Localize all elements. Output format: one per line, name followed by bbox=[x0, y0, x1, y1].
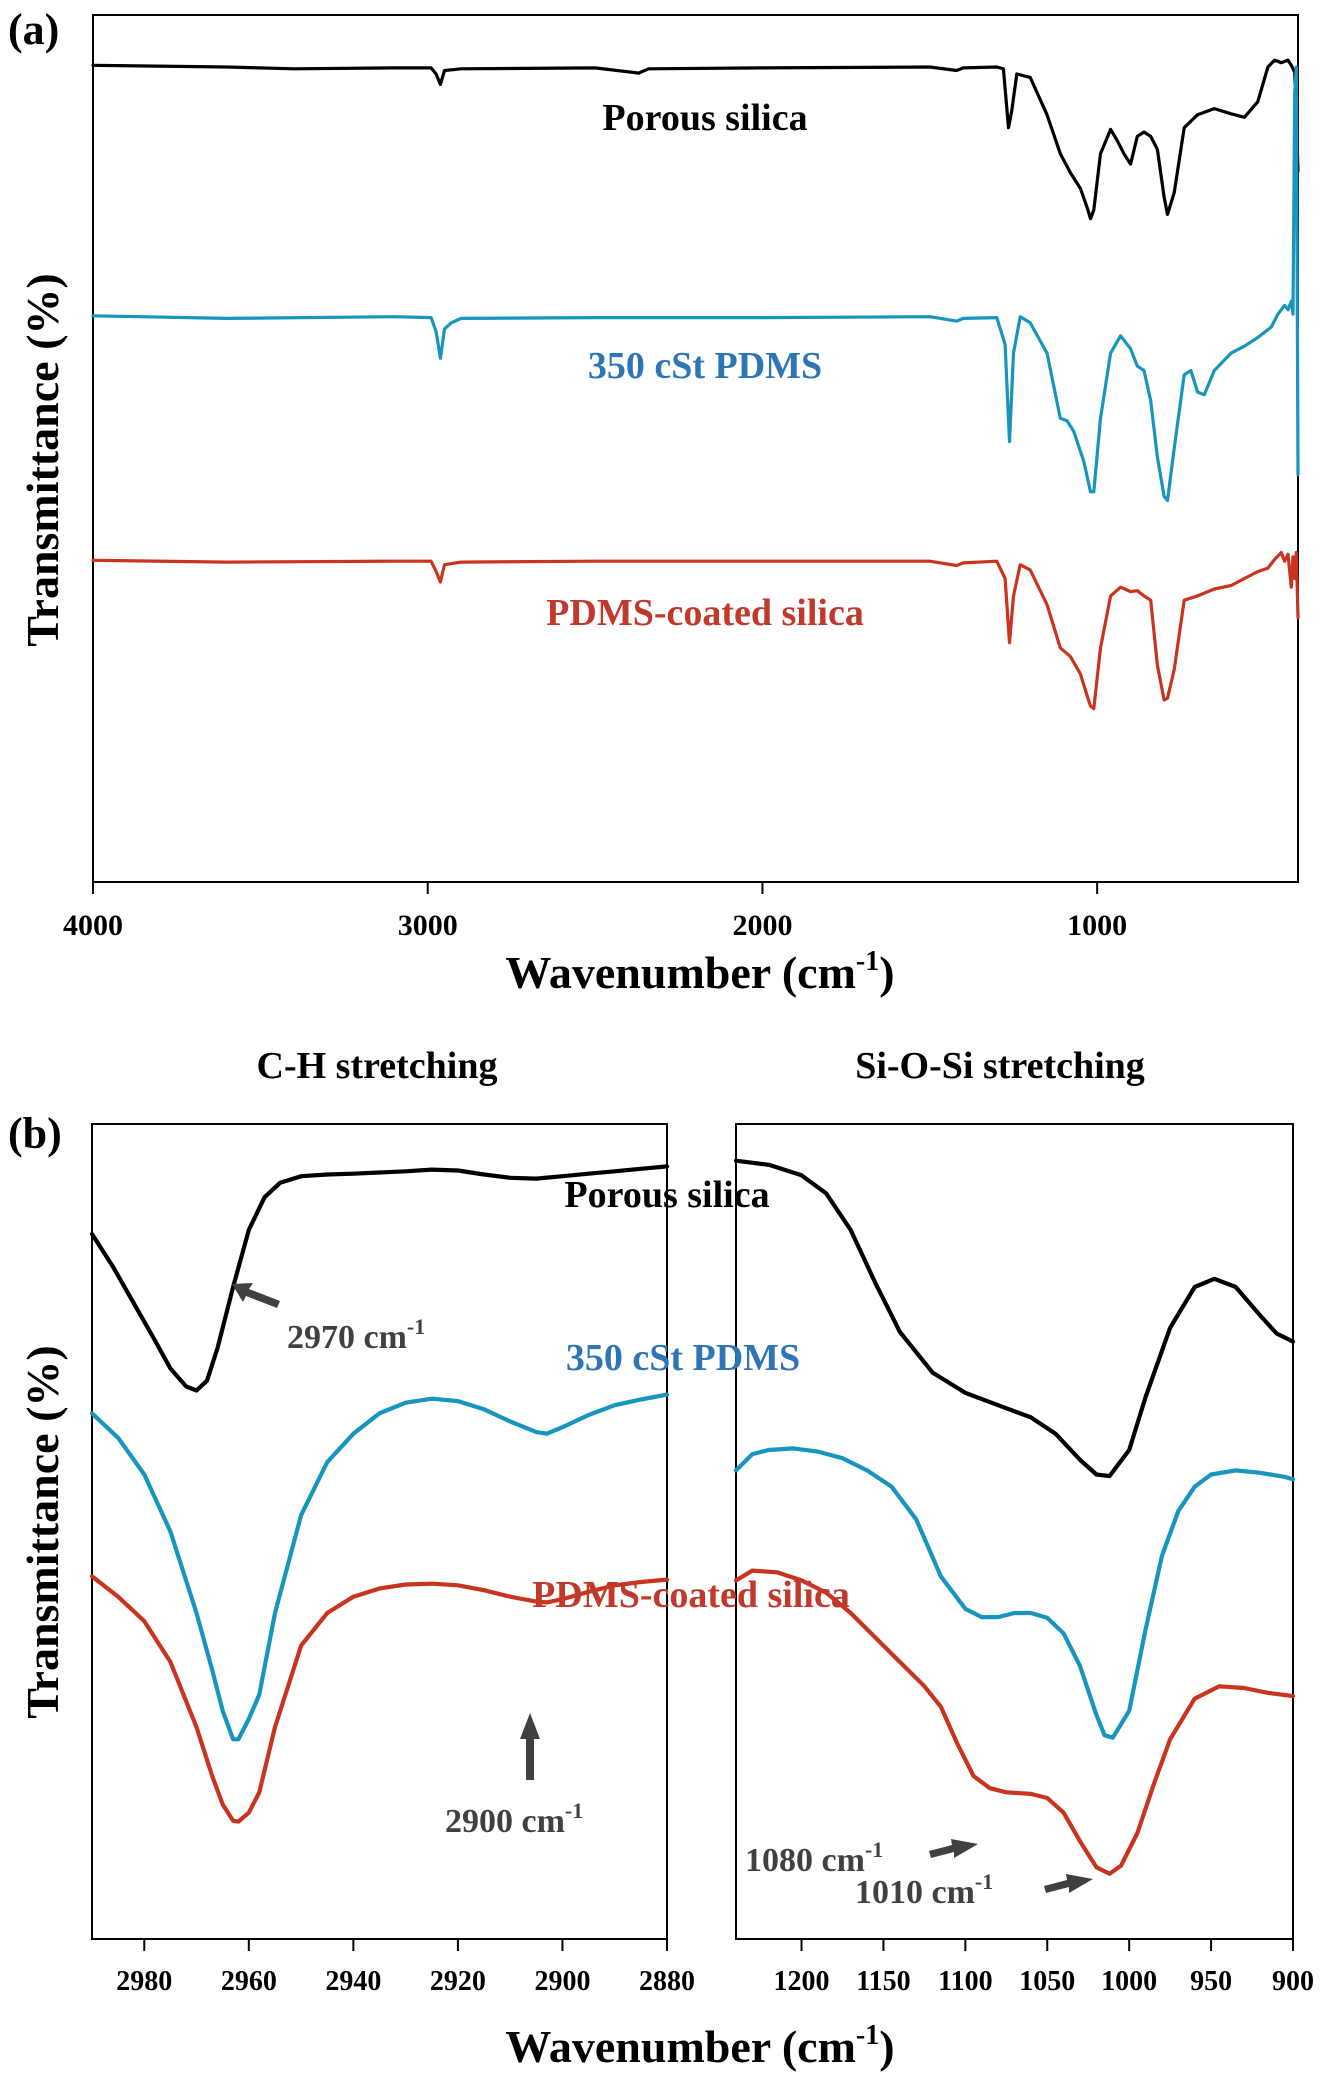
x-tick-label: 1000 bbox=[1067, 909, 1127, 942]
panel-b: (b) C-H stretching Si-O-Si stretching 29… bbox=[8, 1045, 1314, 2072]
panel-label-a: (a) bbox=[8, 5, 59, 54]
x-axis-label-b: Wavenumber (cm-1) bbox=[505, 2020, 894, 2072]
plot-frame-siosi bbox=[735, 1123, 1294, 1940]
plot-frame-ch bbox=[91, 1123, 668, 1940]
plot-frame-a bbox=[92, 14, 1299, 883]
series-line-350-cst-pdms bbox=[91, 65, 1300, 503]
arrow-up-left-icon bbox=[232, 1283, 280, 1308]
x-axis-label-a: Wavenumber (cm-1) bbox=[505, 946, 894, 998]
series-label-pdms-coated-silica-b: PDMS-coated silica bbox=[532, 1574, 850, 1616]
x-tick-label: 1000 bbox=[1101, 1966, 1157, 1997]
annotation-label-1080: 1080 cm-1 bbox=[745, 1837, 883, 1879]
annotation-label-1010: 1010 cm-1 bbox=[855, 1869, 993, 1911]
subplot-title-sioси-stretching: Si-O-Si stretching bbox=[855, 1045, 1145, 1087]
annotation-1010: 1010 cm-1 bbox=[855, 1869, 1093, 1911]
x-tick-label: 950 bbox=[1190, 1966, 1232, 1997]
series-group-ch bbox=[89, 1164, 670, 1824]
x-tick-label: 2920 bbox=[430, 1966, 486, 1997]
series-line-porous-silica bbox=[91, 58, 1300, 221]
series-line-350-cst-pdms bbox=[733, 1446, 1296, 1740]
series-line-pdms-coated-silica bbox=[91, 550, 1300, 711]
panel-a: (a) 4000 3000 2000 1000 Porous silica 350 c… bbox=[8, 5, 1300, 998]
series-line-pdms-coated-silica bbox=[89, 1574, 670, 1824]
x-ticks-a: 4000 3000 2000 1000 bbox=[63, 882, 1127, 942]
series-label-porous-silica-b: Porous silica bbox=[564, 1174, 769, 1216]
series-group-a bbox=[91, 58, 1300, 711]
series-group-siosi bbox=[733, 1158, 1296, 1876]
x-tick-label: 2880 bbox=[639, 1966, 695, 1997]
arrow-right-icon bbox=[1044, 1874, 1093, 1893]
x-tick-label: 1150 bbox=[856, 1966, 910, 1997]
arrow-up-icon bbox=[520, 1713, 540, 1780]
series-label-350cst-pdms-b: 350 cSt PDMS bbox=[566, 1337, 800, 1379]
x-tick-label: 2000 bbox=[732, 909, 792, 942]
annotation-2970: 2970 cm-1 bbox=[232, 1283, 425, 1356]
x-tick-label: 1100 bbox=[938, 1966, 992, 1997]
panel-label-b: (b) bbox=[8, 1109, 62, 1158]
series-label-porous-silica-a: Porous silica bbox=[602, 97, 807, 139]
series-line-porous-silica bbox=[733, 1158, 1296, 1479]
x-tick-label: 900 bbox=[1272, 1966, 1314, 1997]
x-tick-label: 2940 bbox=[325, 1966, 381, 1997]
x-tick-label: 2960 bbox=[221, 1966, 277, 1997]
x-tick-label: 4000 bbox=[63, 909, 123, 942]
x-tick-label: 3000 bbox=[398, 909, 458, 942]
x-tick-label: 2900 bbox=[534, 1966, 590, 1997]
x-tick-label: 1050 bbox=[1019, 1966, 1075, 1997]
annotation-label-2970: 2970 cm-1 bbox=[287, 1314, 425, 1356]
subplot-title-ch-stretching: C-H stretching bbox=[257, 1045, 498, 1087]
series-label-350cst-pdms-a: 350 cSt PDMS bbox=[588, 345, 822, 387]
y-axis-label-b: Transmittance (%) bbox=[17, 1345, 68, 1718]
annotation-2900: 2900 cm-1 bbox=[445, 1713, 583, 1840]
x-tick-label: 2980 bbox=[116, 1966, 172, 1997]
x-ticks-ch: 2980 2960 2940 2920 2900 2880 bbox=[116, 1939, 695, 1997]
x-tick-label: 1200 bbox=[774, 1966, 830, 1997]
y-axis-label-a: Transmittance (%) bbox=[17, 273, 68, 646]
series-line-350-cst-pdms bbox=[89, 1392, 670, 1742]
arrow-right-icon bbox=[929, 1839, 978, 1858]
annotation-1080: 1080 cm-1 bbox=[745, 1837, 978, 1879]
annotation-label-2900: 2900 cm-1 bbox=[445, 1798, 583, 1840]
series-label-pdms-coated-silica-a: PDMS-coated silica bbox=[546, 592, 864, 634]
x-ticks-siosi: 1200 1150 1100 1050 1000 950 900 bbox=[774, 1939, 1314, 1997]
series-line-pdms-coated-silica bbox=[733, 1568, 1296, 1876]
series-line-porous-silica bbox=[89, 1164, 670, 1393]
